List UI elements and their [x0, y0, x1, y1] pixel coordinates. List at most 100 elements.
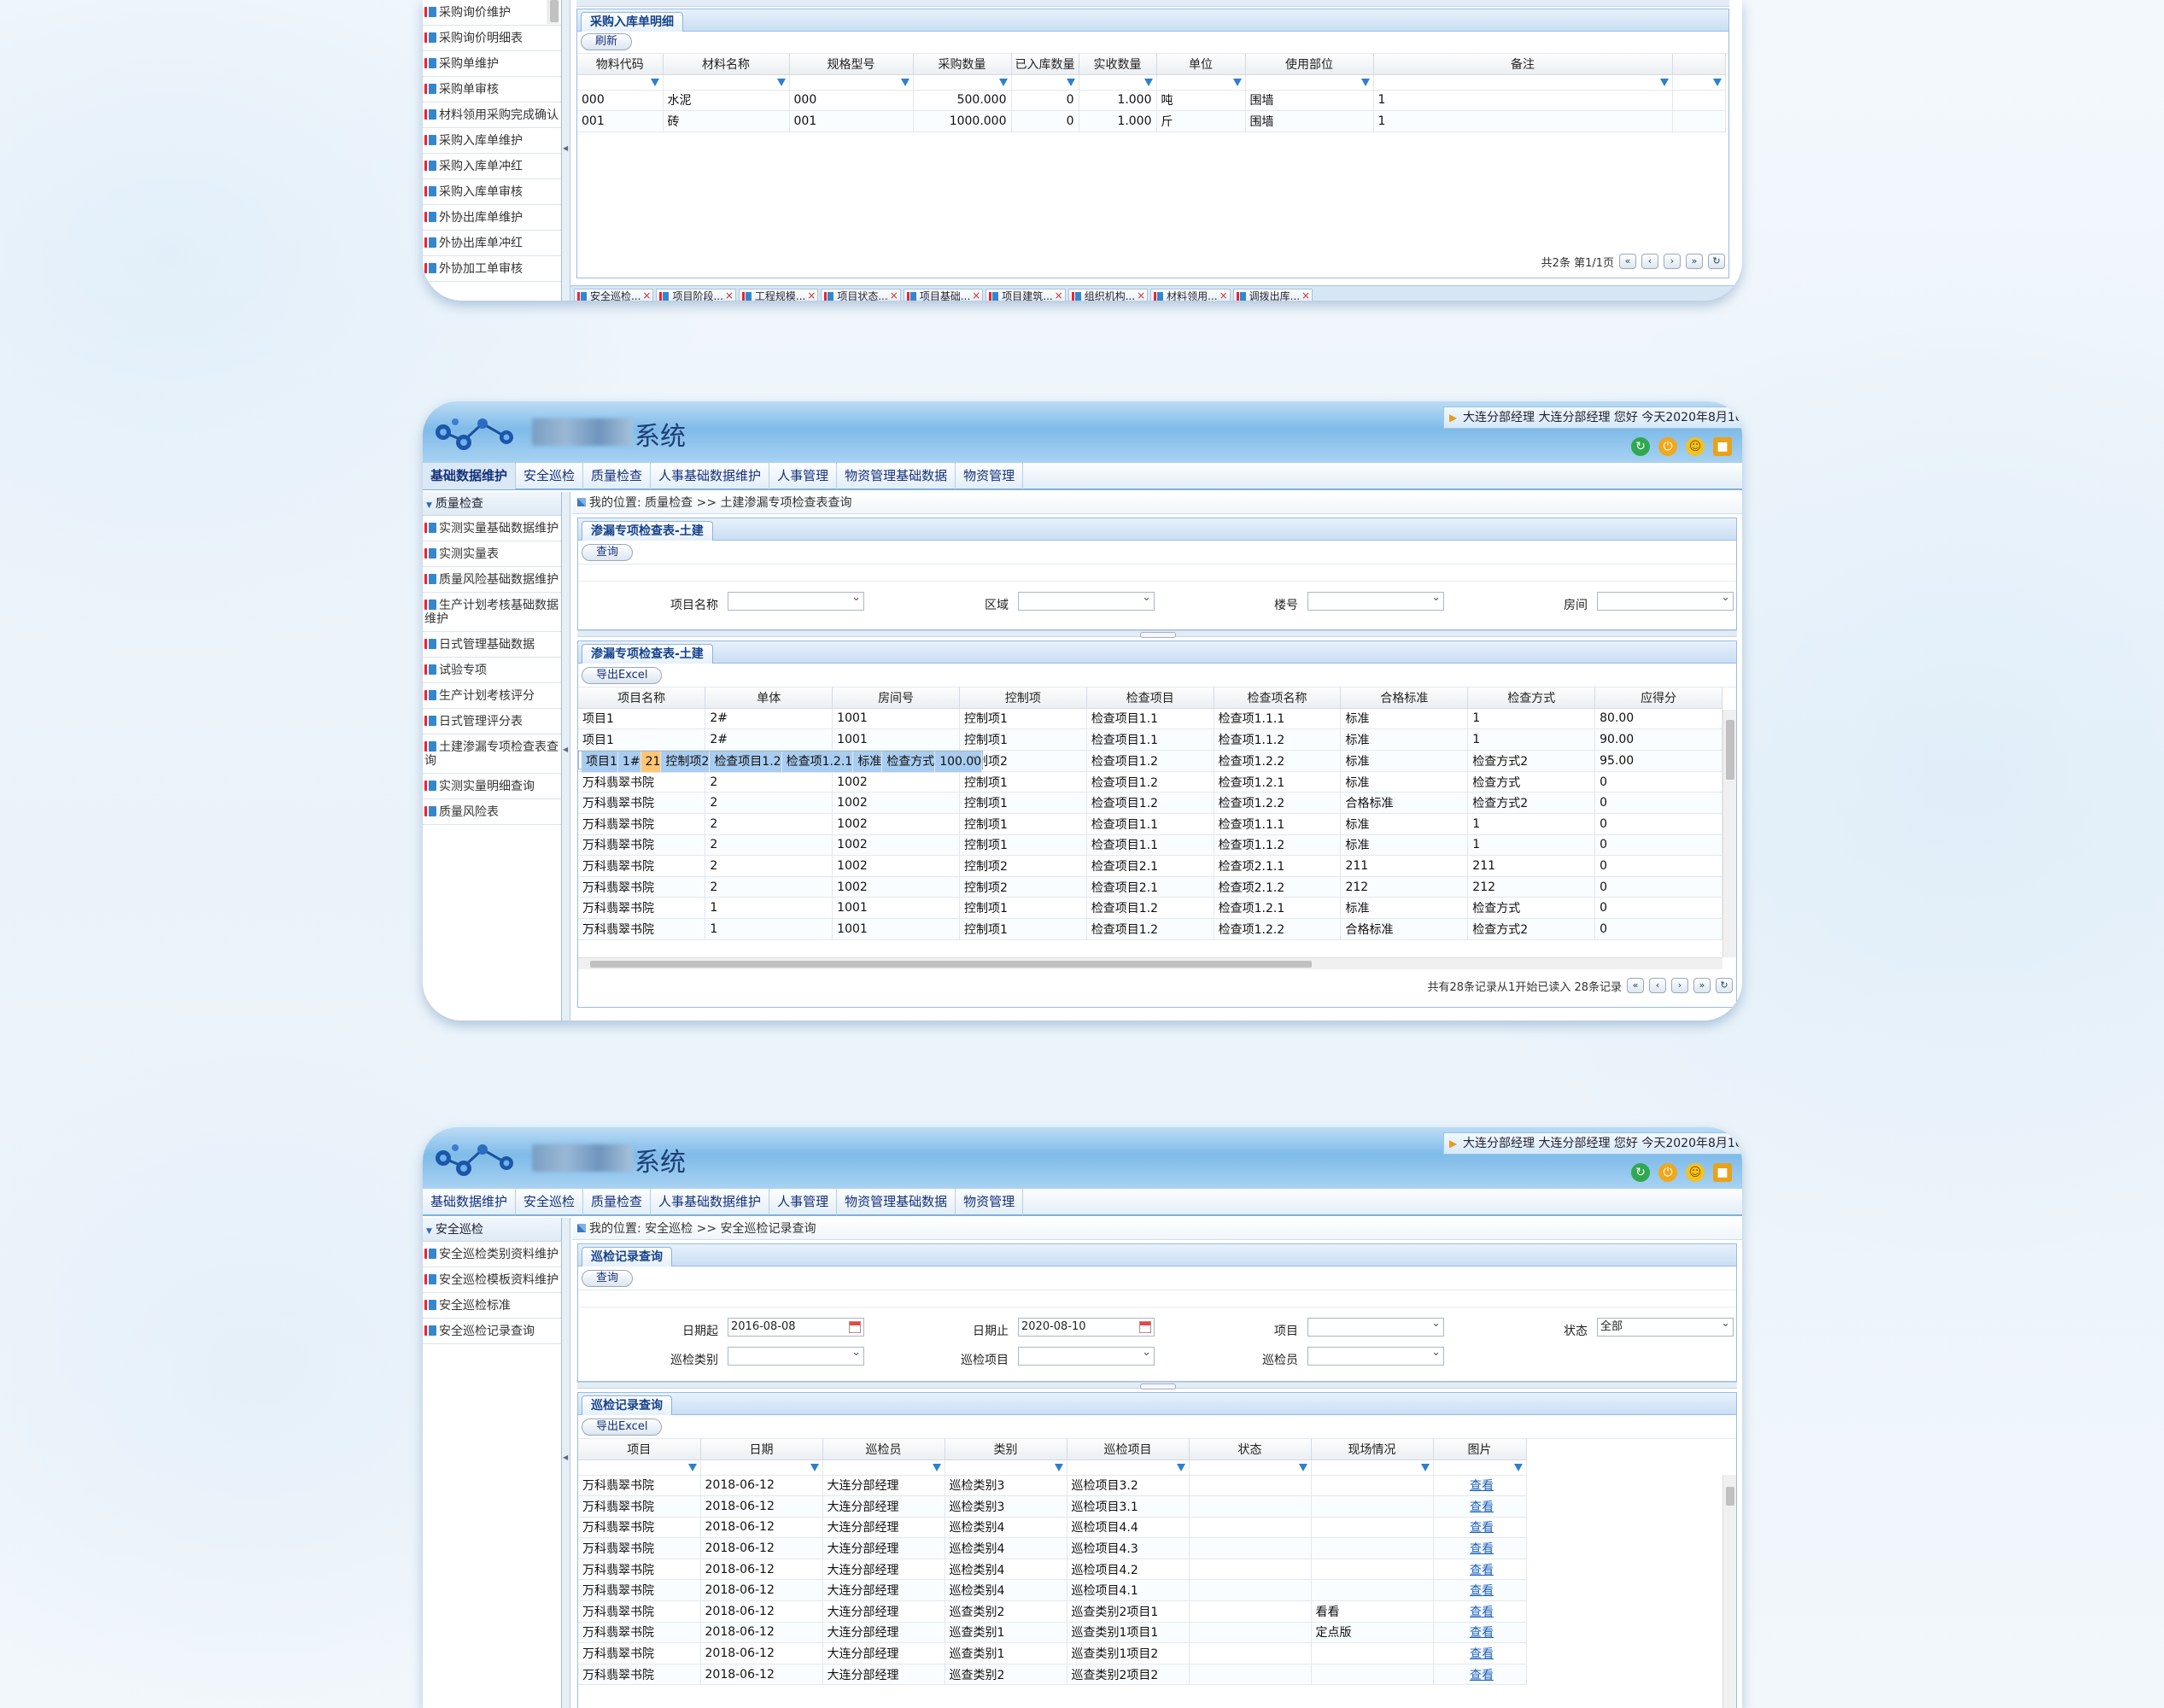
table-row[interactable]: 万科翡翠书院 2018-06-12 大连分部经理 巡查类别2 巡查类别2项目2 查看: [578, 1664, 1527, 1686]
category-select[interactable]: [728, 1344, 864, 1366]
first-page-button[interactable]: «: [1627, 978, 1644, 993]
date-from-input[interactable]: 2016-08-08: [728, 1318, 864, 1337]
table-row[interactable]: 万科翡翠书院 2 1002 控制项1 检查项目1.1 检查项1.1.1 标准 1 0: [578, 813, 1722, 835]
table-row[interactable]: 001 砖 001 1000.000 0 1.000 斤围墙 1: [577, 110, 1726, 132]
table-row[interactable]: 万科翡翠书院 2018-06-12 大连分部经理 巡查类别1 巡查类别1项目2 查看: [578, 1642, 1527, 1664]
inspector-select[interactable]: [1307, 1344, 1444, 1366]
prev-page-button[interactable]: ‹: [1641, 254, 1658, 269]
table-row[interactable]: 万科翡翠书院 2 1002 控制项2 检查项目2.1 检查项2.1.1 211 211 0: [578, 855, 1722, 877]
table-row[interactable]: 万科翡翠书院 2 1002 控制项2 检查项目2.1 检查项2.1.2 212 212 0: [578, 876, 1722, 898]
smile-icon[interactable]: ☺: [1686, 1163, 1705, 1182]
menu-item[interactable]: 人事基础数据维护: [651, 462, 770, 489]
menu-item[interactable]: 安全巡检: [516, 1188, 584, 1215]
column-header[interactable]: 现场情况: [1311, 1439, 1434, 1460]
view-image-link[interactable]: 查看: [1470, 1500, 1494, 1514]
sidebar-item[interactable]: 试验专项: [423, 658, 561, 683]
lock-icon[interactable]: ■: [1713, 1163, 1732, 1182]
column-header[interactable]: 房间号: [832, 687, 960, 709]
column-header[interactable]: 合格标准: [1340, 687, 1469, 709]
table-row[interactable]: 万科翡翠书院 2018-06-12 大连分部经理 巡检类别4 巡检项目4.3 查看: [578, 1537, 1527, 1559]
refresh-icon[interactable]: ↻: [1631, 1163, 1650, 1182]
sidebar-item[interactable]: 安全巡检类别资料维护: [423, 1242, 561, 1267]
table-row[interactable]: 万科翡翠书院 2018-06-12 大连分部经理 巡查类别1 巡查类别1项目1 定点版 查看: [578, 1622, 1527, 1644]
view-image-link[interactable]: 查看: [1470, 1668, 1494, 1682]
filter-icon[interactable]: [1011, 74, 1079, 91]
menu-item[interactable]: 物资管理基础数据: [837, 1188, 956, 1215]
grid-panel-title[interactable]: 渗漏专项检查表-土建: [582, 644, 713, 664]
query-button[interactable]: 查询: [582, 1270, 634, 1287]
sidebar-scrollbar[interactable]: [547, 0, 559, 24]
bottom-tab[interactable]: 项目状态...: [821, 289, 901, 301]
column-header[interactable]: 巡检员: [822, 1439, 945, 1460]
table-row[interactable]: 项目1 1# 21 控制项2 检查项目1.2 检查项1.2.1 标准 检查方式 100.00: [578, 748, 984, 773]
refresh-icon[interactable]: ↻: [1631, 437, 1650, 456]
menu-item[interactable]: 物资管理: [956, 1188, 1024, 1215]
sidebar-item[interactable]: 采购询价明细表: [423, 26, 561, 51]
sidebar-item[interactable]: 外协出库单冲红: [423, 231, 561, 256]
sidebar-item[interactable]: 实测实量基础数据维护: [423, 516, 561, 541]
sidebar-item[interactable]: 材料领用采购完成确认: [423, 102, 561, 128]
column-header[interactable]: 材料名称: [663, 54, 790, 75]
menu-item[interactable]: 质量检查: [583, 462, 652, 489]
table-row[interactable]: 000 水泥 000 500.000 0 1.000 吨围墙 1: [577, 90, 1726, 112]
sidebar-item[interactable]: 土建渗漏专项检查表查询: [423, 734, 561, 774]
filter-icon[interactable]: [1079, 74, 1157, 91]
column-header[interactable]: 使用部位: [1245, 54, 1374, 75]
sidebar-item[interactable]: 采购入库单冲红: [423, 154, 561, 179]
calendar-icon[interactable]: [1139, 1321, 1151, 1333]
filter-icon[interactable]: [700, 1459, 823, 1476]
grid-panel-title[interactable]: 巡检记录查询: [582, 1395, 672, 1415]
query-collapse-handle[interactable]: [577, 1382, 1737, 1389]
column-header[interactable]: 日期: [700, 1439, 823, 1460]
menu-item[interactable]: 人事管理: [769, 1188, 838, 1215]
sidebar-item[interactable]: 生产计划考核评分: [423, 683, 561, 709]
sidebar-header[interactable]: 质量检查: [423, 492, 561, 516]
filter-icon[interactable]: [789, 74, 914, 91]
sidebar-splitter[interactable]: [562, 492, 570, 1021]
query-button[interactable]: 查询: [582, 544, 634, 561]
building-select[interactable]: [1307, 589, 1444, 611]
sidebar-splitter[interactable]: [562, 1218, 570, 1708]
column-header[interactable]: 物料代码: [577, 54, 664, 75]
sidebar-item[interactable]: 外协加工单审核: [423, 256, 561, 282]
filter-icon[interactable]: [822, 1459, 945, 1476]
column-header[interactable]: 项目名称: [578, 687, 706, 709]
filter-icon[interactable]: [1373, 74, 1673, 91]
table-row[interactable]: 万科翡翠书院 2 1002 控制项1 检查项目1.2 检查项1.2.2 合格标准 检查方式2 0: [578, 792, 1722, 814]
last-page-button[interactable]: »: [1686, 254, 1703, 269]
menu-item[interactable]: 人事管理: [769, 462, 838, 489]
query-panel-title[interactable]: 巡检记录查询: [582, 1247, 672, 1266]
column-header[interactable]: 单体: [705, 687, 833, 709]
grid-vertical-scrollbar[interactable]: [1722, 1475, 1736, 1708]
query-collapse-handle[interactable]: [577, 630, 1737, 638]
column-header[interactable]: 实收数量: [1079, 54, 1157, 75]
table-row[interactable]: 项目1 2# 1001 控制项1 检查项目1.1 检查项1.1.1 标准 1 80.00: [578, 708, 1722, 730]
filter-icon[interactable]: [577, 74, 664, 91]
table-row[interactable]: 万科翡翠书院 2 1002 控制项1 检查项目1.1 检查项1.1.2 标准 1 0: [578, 834, 1722, 857]
column-header[interactable]: 状态: [1189, 1439, 1312, 1460]
status-select[interactable]: 全部: [1597, 1315, 1734, 1337]
table-row[interactable]: 万科翡翠书院 2018-06-12 大连分部经理 巡检类别4 巡检项目4.1 查看: [578, 1579, 1527, 1602]
filter-icon[interactable]: [1245, 74, 1374, 91]
grid-vertical-scrollbar[interactable]: [1722, 710, 1736, 957]
view-image-link[interactable]: 查看: [1470, 1521, 1494, 1535]
table-row[interactable]: 万科翡翠书院 1 1001 控制项1 检查项目1.2 检查项1.2.2 合格标准 检查方式2 0: [578, 918, 1722, 940]
prev-page-button[interactable]: ‹: [1649, 978, 1666, 993]
column-header[interactable]: 图片: [1433, 1439, 1527, 1460]
bottom-tab[interactable]: 调拨出库...: [1232, 289, 1313, 301]
export-excel-button[interactable]: 导出Excel: [582, 667, 663, 684]
filter-icon[interactable]: [663, 74, 790, 91]
sidebar-item[interactable]: 安全巡检记录查询: [423, 1319, 561, 1344]
filter-icon[interactable]: [1189, 1459, 1312, 1476]
date-to-input[interactable]: 2020-08-10: [1018, 1318, 1155, 1337]
sidebar-item[interactable]: 实测实量表: [423, 541, 561, 567]
next-page-button[interactable]: ›: [1671, 978, 1688, 993]
table-row[interactable]: 万科翡翠书院 1 1001 控制项1 检查项目1.2 检查项1.2.1 标准 检查方式 0: [578, 897, 1722, 919]
bottom-tab[interactable]: 材料领用...: [1150, 289, 1231, 301]
table-row[interactable]: 万科翡翠书院 2 1002 控制项1 检查项目1.2 检查项1.2.1 标准 检查方式 0: [578, 771, 1722, 793]
view-image-link[interactable]: 查看: [1470, 1626, 1494, 1641]
filter-icon[interactable]: [1311, 1459, 1434, 1476]
bottom-tab[interactable]: 工程规模...: [738, 289, 819, 301]
view-image-link[interactable]: 查看: [1470, 1605, 1494, 1619]
sidebar-item[interactable]: 安全巡检标准: [423, 1293, 561, 1319]
